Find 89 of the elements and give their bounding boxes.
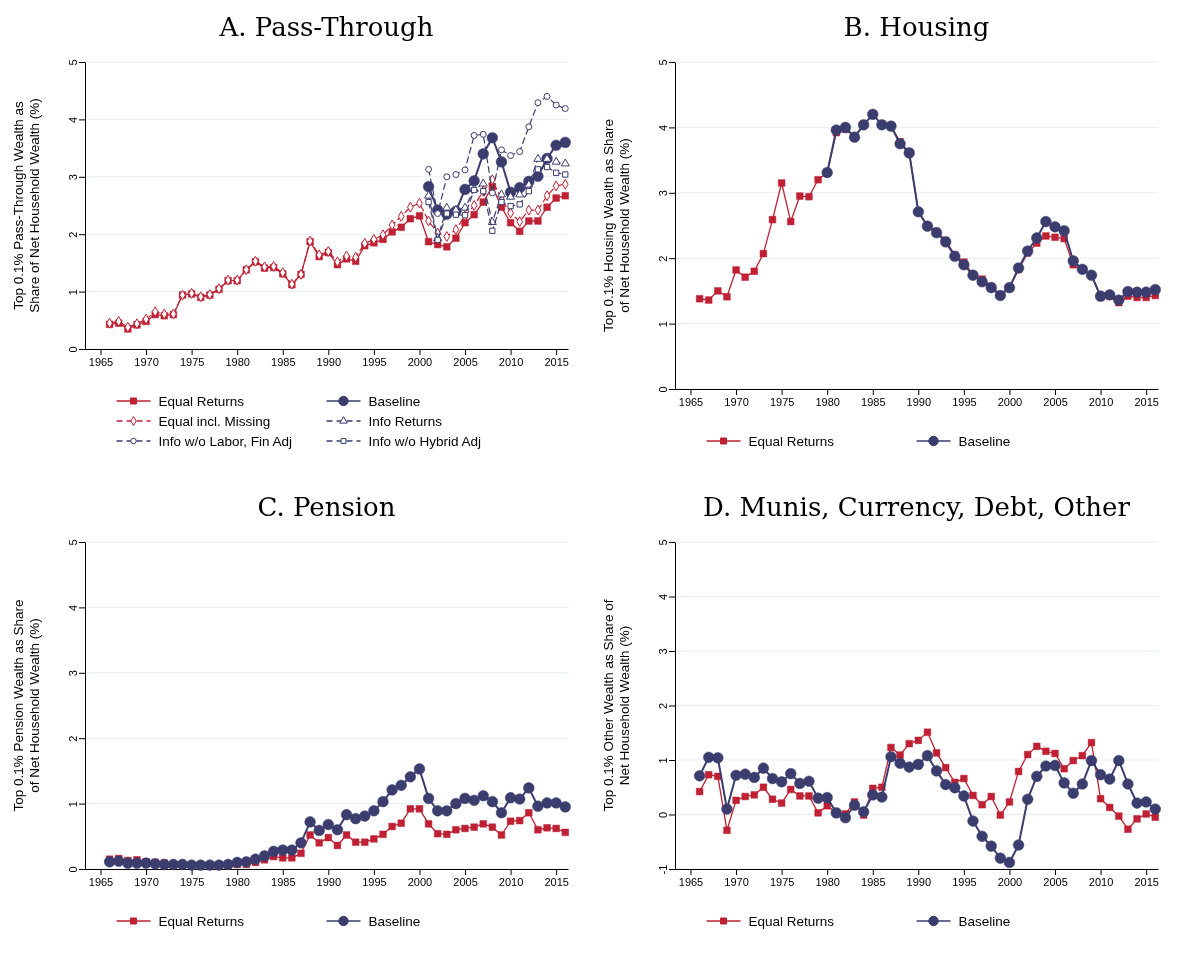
- y-tick-label: -1: [656, 864, 669, 875]
- x-tick-label: 1980: [815, 395, 840, 408]
- x-tick-label: 2010: [1088, 395, 1114, 408]
- x-tick-label: 1990: [906, 395, 932, 408]
- y-tick-label: 0: [66, 346, 79, 353]
- y-tick-label: 3: [66, 174, 79, 181]
- y-tick-label: 1: [66, 289, 79, 296]
- x-tick-label: 2005: [1043, 875, 1068, 888]
- x-tick-label: 2000: [997, 875, 1023, 888]
- chart-title: B. Housing: [843, 12, 990, 42]
- x-tick-label: 1985: [861, 395, 886, 408]
- y-tick-label: 2: [66, 735, 79, 742]
- x-tick-label: 1995: [952, 875, 977, 888]
- legend-label: Equal Returns: [158, 913, 245, 929]
- x-tick-label: 1975: [769, 395, 795, 408]
- x-tick-label: 1970: [724, 875, 749, 888]
- x-tick-label: 1995: [362, 875, 387, 888]
- y-tick-label: 1: [66, 801, 79, 808]
- legend-label: Baseline: [368, 913, 421, 929]
- legend-label: Baseline: [958, 433, 1011, 449]
- x-tick-label: 2000: [407, 875, 433, 888]
- y-tick-label: 3: [656, 648, 669, 655]
- x-tick-label: 1985: [271, 875, 296, 888]
- y-tick-label: 1: [656, 757, 669, 764]
- legend-label: Equal incl. Missing: [158, 413, 271, 429]
- x-tick-label: 1995: [362, 355, 387, 368]
- x-tick-label: 1980: [225, 355, 250, 368]
- y-tick-label: 5: [66, 59, 79, 66]
- chart-title: A. Pass-Through: [218, 12, 434, 42]
- x-tick-label: 1970: [134, 875, 159, 888]
- legend-label: Equal Returns: [158, 393, 245, 409]
- x-tick-label: 2000: [997, 395, 1023, 408]
- x-tick-label: 2015: [544, 875, 569, 888]
- y-tick-label: 5: [656, 59, 669, 66]
- x-tick-label: 1990: [906, 875, 932, 888]
- x-tick-label: 2005: [1043, 395, 1068, 408]
- x-tick-label: 2010: [1088, 875, 1114, 888]
- legend-label: Equal Returns: [748, 433, 835, 449]
- y-tick-label: 3: [656, 190, 669, 197]
- x-tick-label: 1985: [861, 875, 886, 888]
- y-tick-label: 4: [656, 593, 669, 601]
- y-tick-label: 5: [66, 539, 79, 546]
- x-tick-label: 1975: [179, 355, 205, 368]
- x-tick-label: 1985: [271, 355, 296, 368]
- x-tick-label: 2005: [453, 355, 478, 368]
- legend-label: Info w/o Labor, Fin Adj: [158, 433, 293, 449]
- x-tick-label: 1980: [225, 875, 250, 888]
- x-tick-label: 1980: [815, 875, 840, 888]
- x-tick-label: 1970: [724, 395, 749, 408]
- legend-label: Info Returns: [368, 413, 443, 429]
- y-tick-label: 0: [656, 811, 669, 819]
- chart-title: C. Pension: [257, 492, 396, 522]
- x-tick-label: 2010: [498, 355, 524, 368]
- legend-label: Info w/o Hybrid Adj: [368, 433, 482, 449]
- y-tick-label: 0: [656, 386, 669, 393]
- x-tick-label: 2015: [1134, 395, 1159, 408]
- x-tick-label: 1965: [678, 395, 704, 408]
- y-tick-label: 2: [66, 231, 79, 238]
- x-tick-label: 1965: [88, 355, 114, 368]
- y-axis-title: Top 0.1% Other Wealth as Share of Net Household Wealth (%): [601, 599, 632, 812]
- y-tick-label: 4: [66, 604, 79, 611]
- y-tick-label: 1: [656, 321, 669, 328]
- legend-label: Baseline: [958, 913, 1011, 929]
- x-tick-label: 2000: [407, 355, 433, 368]
- x-tick-label: 1965: [88, 875, 114, 888]
- y-axis-title: Top 0.1% Pension Wealth as Share of Net Household Wealth (%): [11, 599, 42, 812]
- x-tick-label: 1990: [316, 875, 342, 888]
- x-tick-label: 1975: [769, 875, 795, 888]
- x-tick-label: 1965: [678, 875, 704, 888]
- x-tick-label: 2005: [453, 875, 478, 888]
- x-tick-label: 1990: [316, 355, 342, 368]
- x-tick-label: 2010: [498, 875, 524, 888]
- legend-label: Baseline: [368, 393, 421, 409]
- y-tick-label: 4: [656, 124, 669, 131]
- y-tick-label: 2: [656, 702, 669, 710]
- legend-label: Equal Returns: [748, 913, 835, 929]
- y-tick-label: 3: [66, 670, 79, 677]
- y-tick-label: 5: [656, 539, 669, 546]
- x-tick-label: 1970: [134, 355, 159, 368]
- chart-title: D. Munis, Currency, Debt, Other: [703, 492, 1131, 522]
- y-axis-title: Top 0.1% Housing Wealth as Share of Net Household Wealth (%): [601, 119, 632, 332]
- x-tick-label: 1995: [952, 395, 977, 408]
- x-tick-label: 2015: [1134, 875, 1159, 888]
- y-tick-label: 4: [66, 116, 79, 123]
- y-axis-title: Top 0.1% Pass-Through Wealth as Share of Net Household Wealth (%): [11, 98, 42, 313]
- y-tick-label: 0: [66, 866, 79, 873]
- x-tick-label: 1975: [179, 875, 205, 888]
- y-tick-label: 2: [656, 255, 669, 262]
- x-tick-label: 2015: [544, 355, 569, 368]
